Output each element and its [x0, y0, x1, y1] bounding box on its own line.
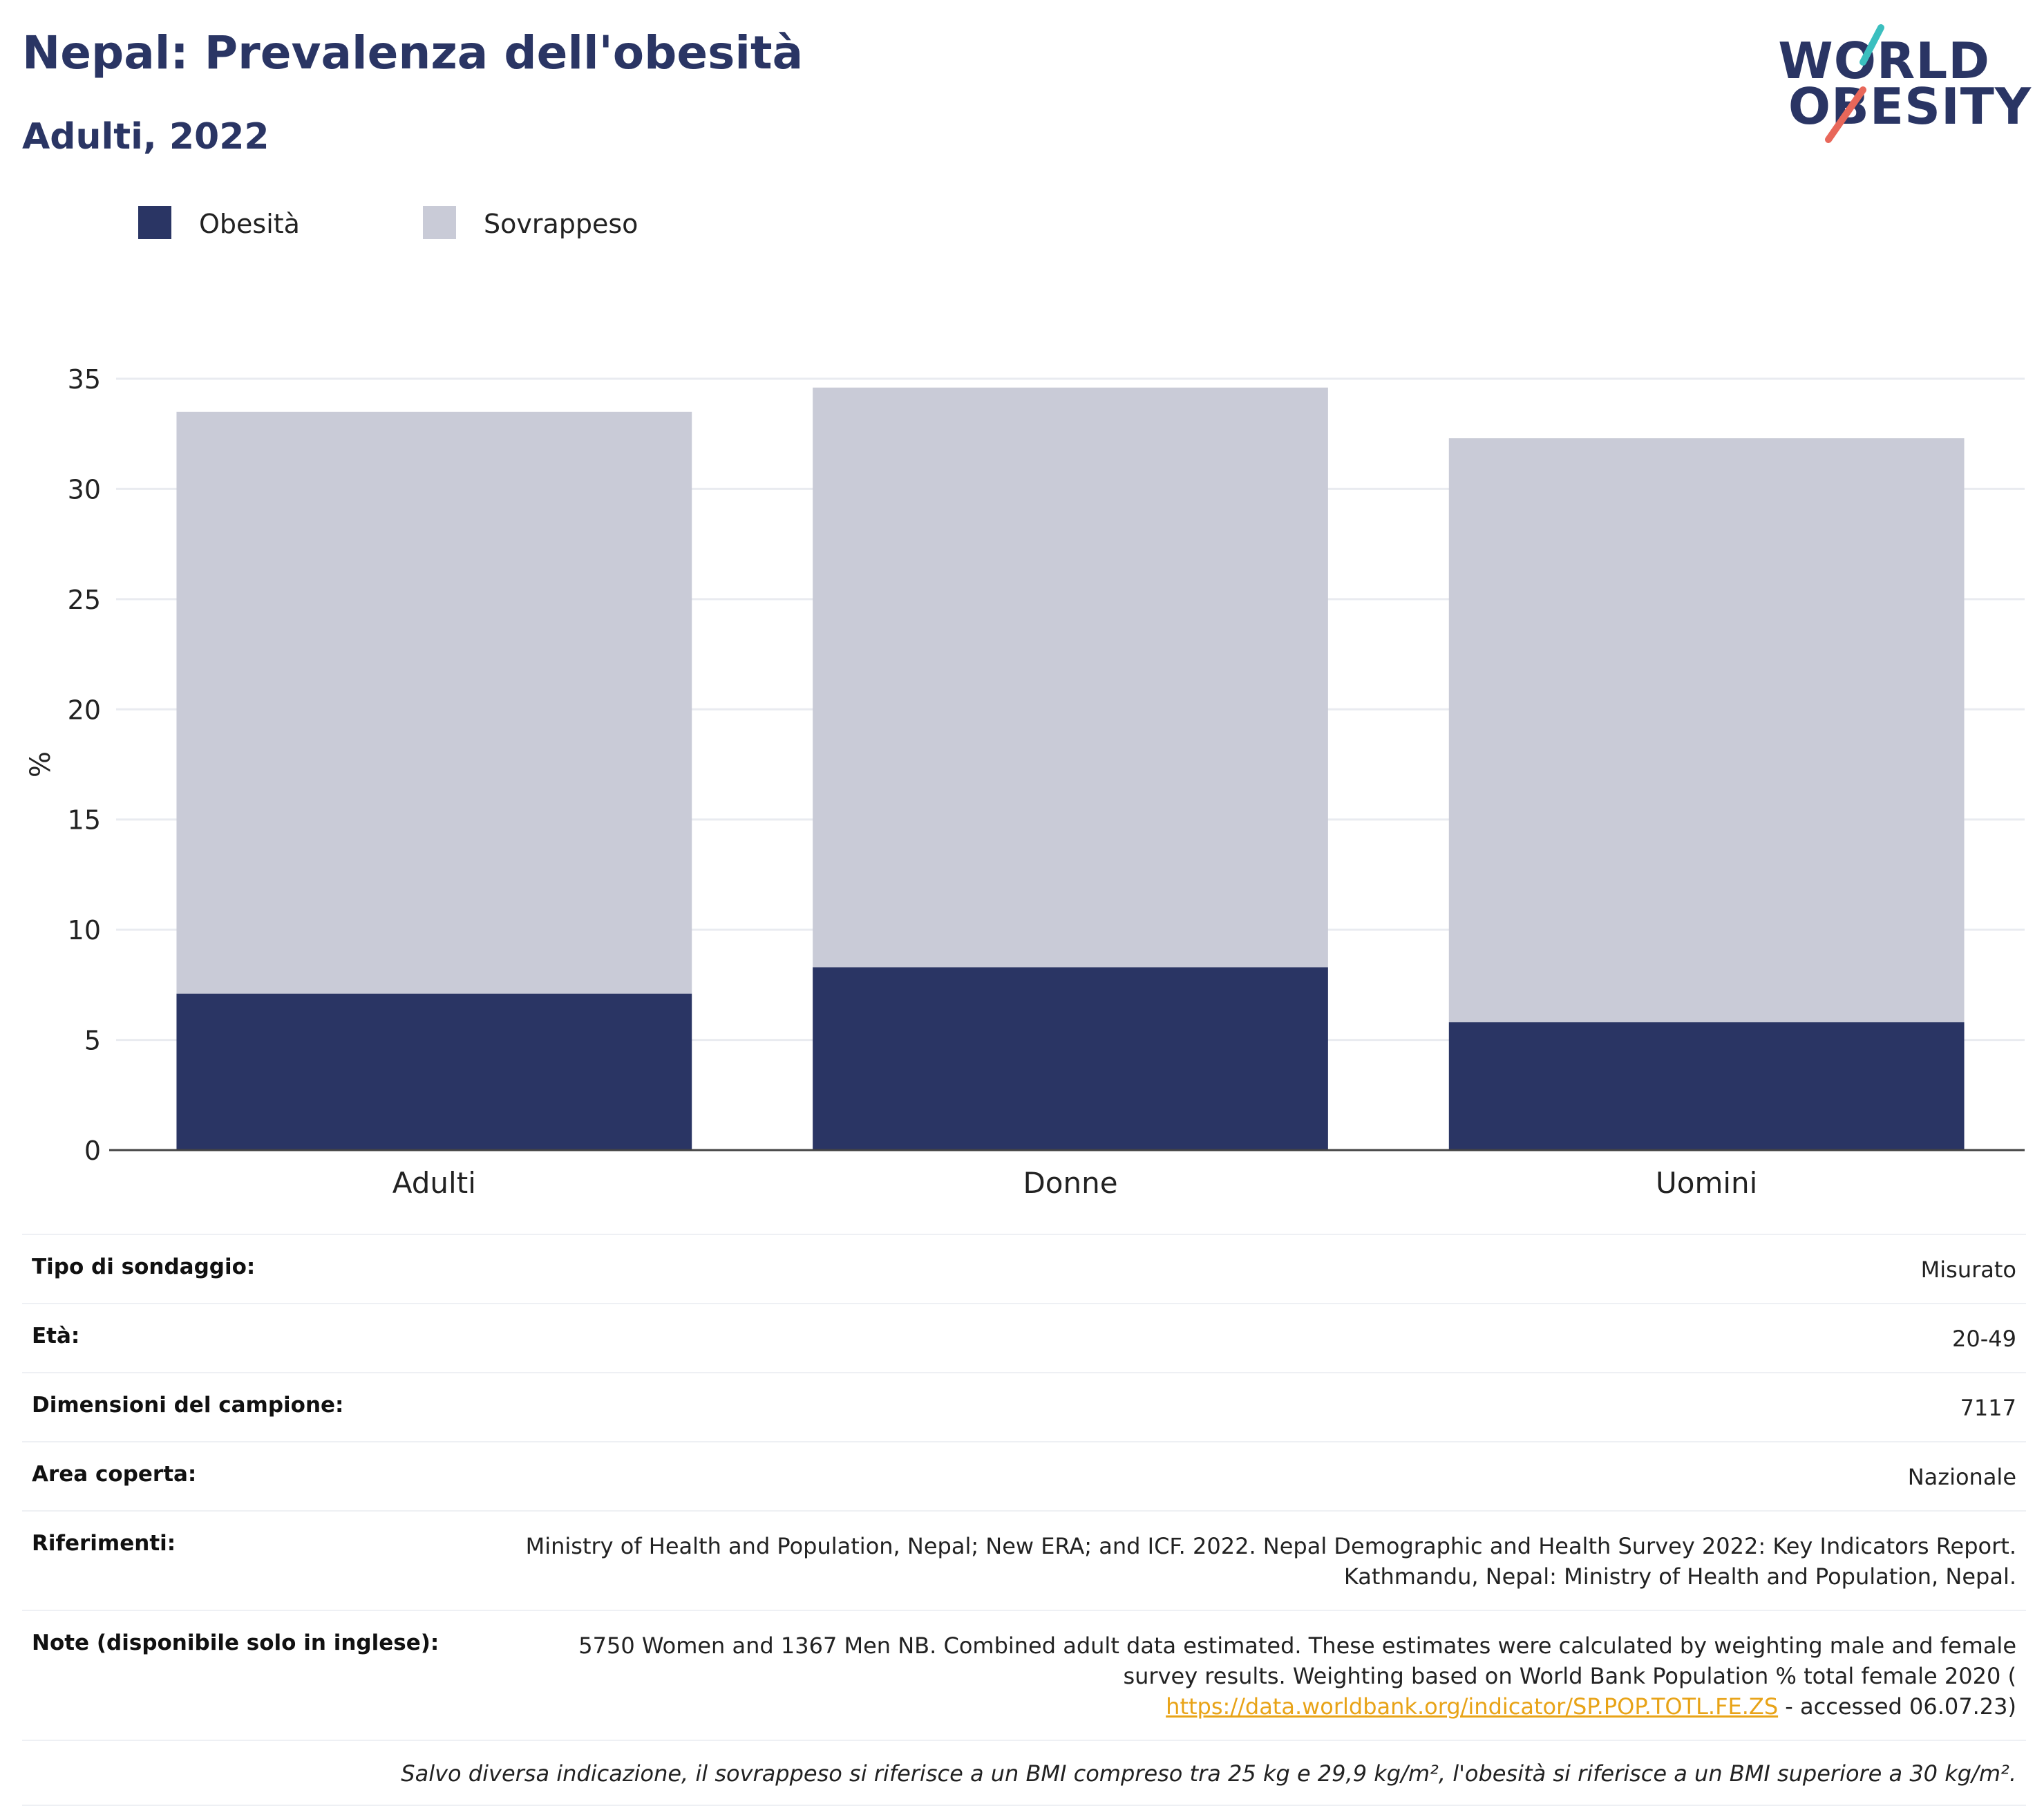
info-key: Area coperta: — [32, 1462, 197, 1487]
info-value: Ministry of Health and Population, Nepal… — [515, 1531, 2016, 1592]
legend-label-overweight: Sovrappeso — [484, 209, 638, 239]
reference-line: Ministry of Health and Population, Nepal… — [525, 1533, 2016, 1559]
bar-obesity-uomini — [1448, 1022, 1965, 1150]
info-value: 5750 Women and 1367 Men NB. Combined adu… — [515, 1630, 2016, 1722]
logo-text-world: WORLD — [1778, 32, 1990, 90]
info-key: Riferimenti: — [32, 1531, 176, 1556]
bar-overweight-adulti — [176, 411, 692, 994]
info-row-area: Area coperta: Nazionale — [22, 1441, 2026, 1510]
info-value: Nazionale — [1907, 1464, 2016, 1490]
reference-line: Kathmandu, Nepal: Ministry of Health and… — [1343, 1563, 2016, 1590]
info-key: Note (disponibile solo in inglese): — [32, 1630, 439, 1655]
info-value: 7117 — [1960, 1395, 2016, 1421]
legend-label-obesity: Obesità — [199, 209, 300, 239]
page-title: Nepal: Prevalenza dell'obesità — [22, 26, 804, 79]
info-value: Misurato — [1920, 1257, 2016, 1283]
info-row-age: Età: 20-49 — [22, 1303, 2026, 1372]
info-row-survey: Tipo di sondaggio: Misurato — [22, 1234, 2026, 1303]
notes-line: https://data.worldbank.org/indicator/SP.… — [515, 1691, 2016, 1722]
info-row-references: Riferimenti: Ministry of Health and Popu… — [22, 1510, 2026, 1610]
info-key: Dimensioni del campione: — [32, 1393, 344, 1418]
notes-link-suffix: - accessed 06.07.23) — [1778, 1693, 2016, 1720]
page-subtitle: Adulti, 2022 — [22, 116, 269, 158]
x-tick-label: Donne — [1023, 1166, 1117, 1200]
notes-line: survey results. Weighting based on World… — [1123, 1663, 2016, 1689]
bmi-footnote: Salvo diversa indicazione, il sovrappeso… — [401, 1760, 2016, 1787]
y-tick-label: 0 — [84, 1136, 101, 1166]
bar-overweight-uomini — [1448, 438, 1965, 1023]
y-tick-label: 30 — [68, 474, 101, 505]
notes-line: 5750 Women and 1367 Men NB. Combined adu… — [578, 1633, 2016, 1659]
info-row-notes: Note (disponibile solo in inglese): 5750… — [22, 1610, 2026, 1740]
world-obesity-logo: WORLD OBESITY — [1778, 21, 2032, 145]
bar-chart: 0 5 10 15 20 25 30 35% Adulti Donne Uomini — [25, 364, 2025, 1200]
info-table: Tipo di sondaggio: Misurato Età: 20-49 D… — [22, 1234, 2026, 1806]
legend-swatch-overweight — [423, 206, 456, 239]
bar-overweight-donne — [813, 387, 1328, 968]
x-tick-label: Adulti — [392, 1166, 476, 1200]
y-tick-label: 25 — [68, 585, 101, 615]
info-key: Età: — [32, 1324, 80, 1348]
info-key: Tipo di sondaggio: — [32, 1254, 256, 1279]
info-row-footnote: Salvo diversa indicazione, il sovrappeso… — [22, 1740, 2026, 1805]
logo-slash-icon — [1825, 24, 1884, 143]
info-value: 20-49 — [1952, 1326, 2016, 1352]
worldbank-link[interactable]: https://data.worldbank.org/indicator/SP.… — [1166, 1693, 1779, 1720]
y-tick-label: 5 — [84, 1026, 101, 1056]
y-axis-label: % — [25, 751, 57, 778]
x-tick-label: Uomini — [1656, 1166, 1757, 1200]
logo-text-obesity: OBESITY — [1788, 77, 2032, 135]
bar-obesity-donne — [813, 967, 1328, 1150]
y-tick-label: 10 — [68, 915, 101, 946]
bar-obesity-adulti — [176, 993, 692, 1150]
y-tick-label: 20 — [68, 695, 101, 725]
legend-swatch-obesity — [138, 206, 171, 239]
info-row-sample: Dimensioni del campione: 7117 — [22, 1372, 2026, 1441]
y-tick-label: 35 — [68, 364, 101, 395]
y-tick-label: 15 — [68, 805, 101, 836]
